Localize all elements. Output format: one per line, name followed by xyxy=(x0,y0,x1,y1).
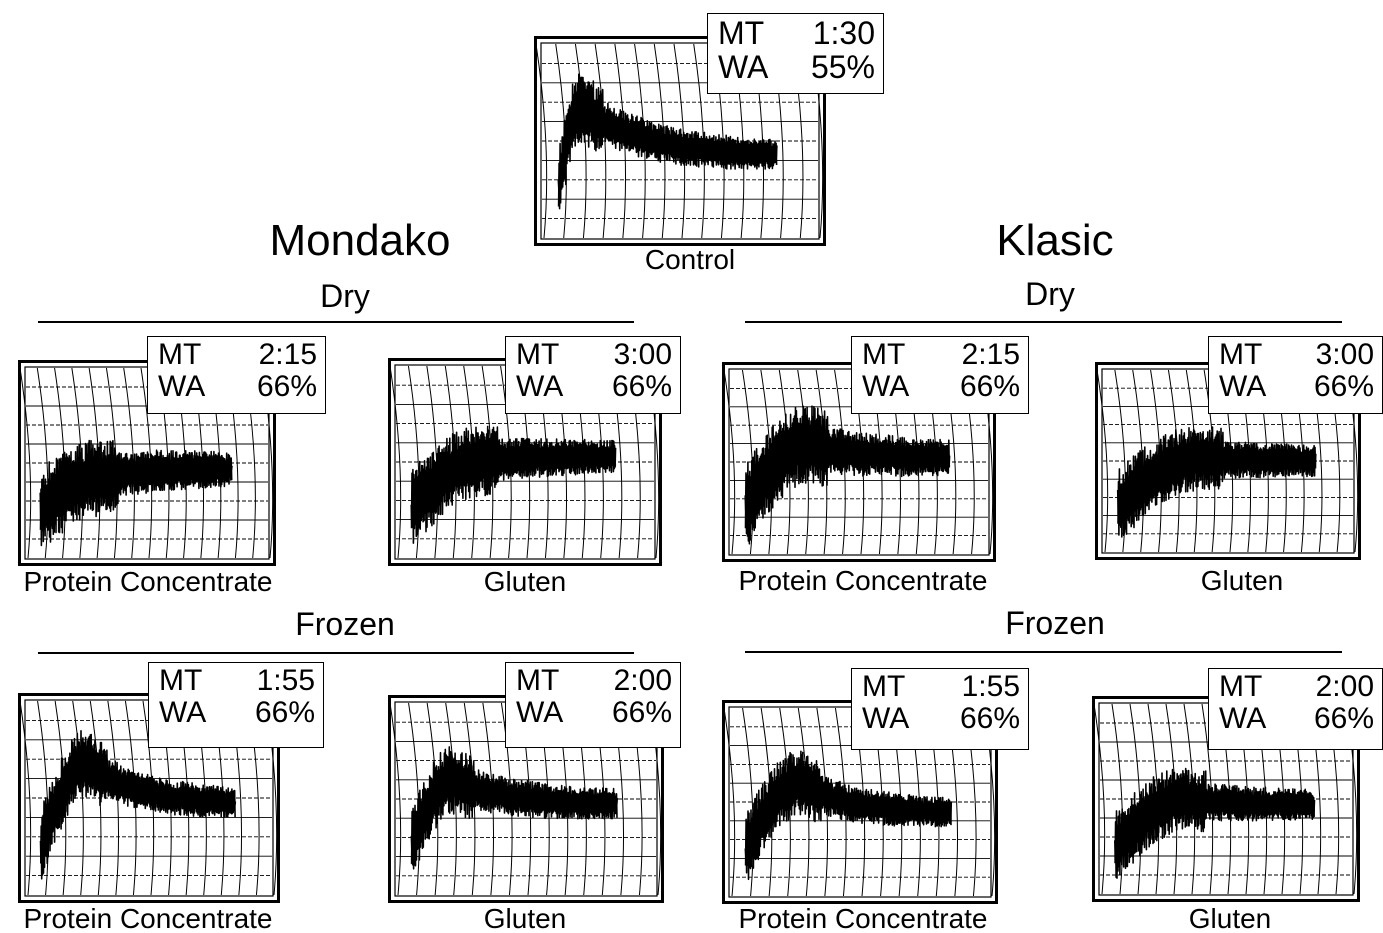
wa-label: WA xyxy=(1219,702,1267,735)
mt-label: MT xyxy=(158,338,202,371)
mixing-info-box-klasic-dry-protein-concentrate: MT 2:15 WA 66% xyxy=(851,336,1029,414)
caption-klasic-dry-protein-concentrate: Protein Concentrate xyxy=(738,565,988,596)
mixing-time-value: 2:15 xyxy=(961,338,1020,371)
mixing-info-box-mondako-dry-protein-concentrate: MT 2:15 WA 66% xyxy=(147,336,326,414)
wa-label: WA xyxy=(862,702,910,735)
divider-mondako-frozen xyxy=(38,652,634,654)
water-absorption-value: 66% xyxy=(1313,370,1374,403)
wa-label: WA xyxy=(158,370,206,403)
mixing-info-box-klasic-frozen-gluten: MT 2:00 WA 66% xyxy=(1208,668,1383,750)
mixing-time-value: 2:00 xyxy=(613,664,672,697)
water-absorption-value: 55% xyxy=(810,49,875,85)
mixing-time-value: 1:30 xyxy=(812,15,875,51)
water-absorption-value: 66% xyxy=(254,696,315,729)
caption-mondako-dry-gluten: Gluten xyxy=(483,566,567,597)
water-absorption-value: 66% xyxy=(959,370,1020,403)
section-label-klasic-frozen: Frozen xyxy=(1005,605,1105,641)
group-title-mondako: Mondako xyxy=(269,216,451,265)
water-absorption-value: 66% xyxy=(959,702,1020,735)
mt-label: MT xyxy=(862,670,906,703)
water-absorption-value: 66% xyxy=(611,696,672,729)
mt-label: MT xyxy=(862,338,906,371)
mixing-time-value: 1:55 xyxy=(961,670,1020,703)
water-absorption-value: 66% xyxy=(611,370,672,403)
mixing-info-box-mondako-frozen-gluten: MT 2:00 WA 66% xyxy=(505,662,681,748)
section-label-mondako-dry: Dry xyxy=(320,278,370,314)
mixing-time-value: 2:00 xyxy=(1315,670,1374,703)
mixing-time-value: 3:00 xyxy=(613,338,672,371)
mt-label: MT xyxy=(1219,338,1263,371)
caption-klasic-frozen-gluten: Gluten xyxy=(1188,903,1272,933)
wa-label: WA xyxy=(159,696,207,729)
mixing-time-value: 1:55 xyxy=(256,664,315,697)
divider-klasic-dry xyxy=(745,321,1342,323)
mixing-info-box-klasic-dry-gluten: MT 3:00 WA 66% xyxy=(1208,336,1383,414)
caption-mondako-frozen-gluten: Gluten xyxy=(483,903,567,933)
caption-mondako-dry-protein-concentrate: Protein Concentrate xyxy=(23,566,273,597)
mixing-time-value: 3:00 xyxy=(1315,338,1374,371)
wa-label: WA xyxy=(516,696,564,729)
caption-mondako-frozen-protein-concentrate: Protein Concentrate xyxy=(23,903,273,933)
water-absorption-value: 66% xyxy=(1313,702,1374,735)
wa-label: WA xyxy=(718,49,769,85)
mt-label: MT xyxy=(516,338,560,371)
caption-control: Control xyxy=(644,244,736,275)
divider-mondako-dry xyxy=(38,321,634,323)
mt-label: MT xyxy=(718,15,765,51)
water-absorption-value: 66% xyxy=(256,370,317,403)
mt-label: MT xyxy=(1219,670,1263,703)
mt-label: MT xyxy=(516,664,560,697)
wa-label: WA xyxy=(516,370,564,403)
mixing-info-box-control: MT 1:30 WA 55% xyxy=(707,13,884,94)
wa-label: WA xyxy=(1219,370,1267,403)
mixing-time-value: 2:15 xyxy=(258,338,317,371)
mixing-info-box-klasic-frozen-protein-concentrate: MT 1:55 WA 66% xyxy=(851,668,1029,750)
divider-klasic-frozen xyxy=(745,651,1342,653)
section-label-mondako-frozen: Frozen xyxy=(295,606,395,642)
caption-klasic-frozen-protein-concentrate: Protein Concentrate xyxy=(738,903,988,933)
mixing-info-box-mondako-dry-gluten: MT 3:00 WA 66% xyxy=(505,336,681,414)
mt-label: MT xyxy=(159,664,203,697)
section-label-klasic-dry: Dry xyxy=(1025,276,1075,312)
caption-klasic-dry-gluten: Gluten xyxy=(1200,565,1284,596)
wa-label: WA xyxy=(862,370,910,403)
group-title-klasic: Klasic xyxy=(996,216,1114,265)
mixing-info-box-mondako-frozen-protein-concentrate: MT 1:55 WA 66% xyxy=(148,662,324,748)
